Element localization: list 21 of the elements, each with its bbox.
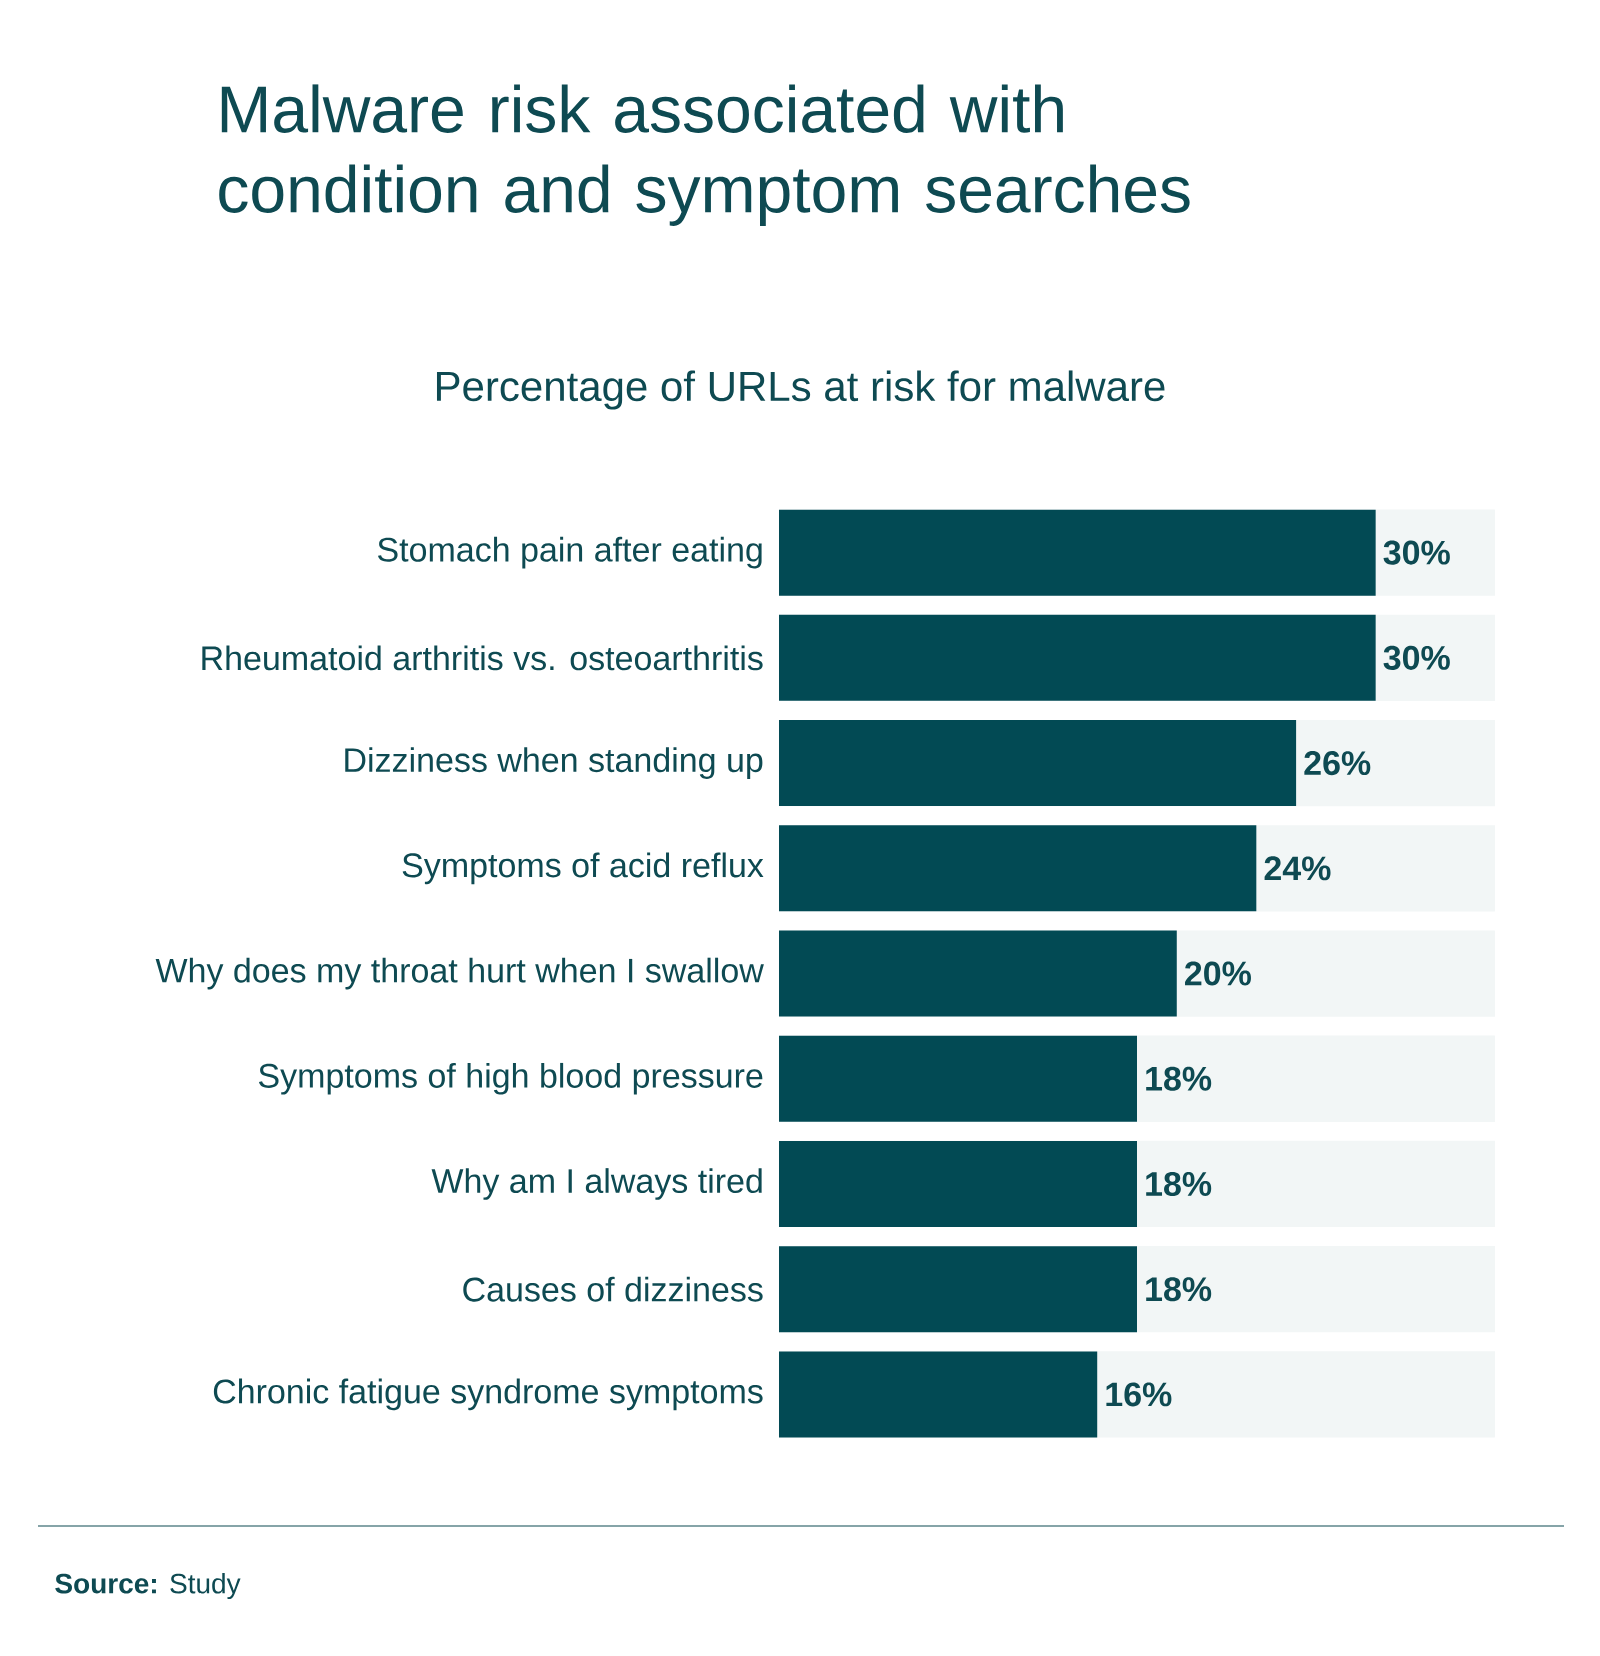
data-label: 24% (1264, 856, 1331, 881)
y-tick-label: Stomach pain after eating (378, 536, 762, 569)
text: Source: Study (55, 1572, 241, 1600)
y-tick-label: Symptoms of acid reflux (402, 852, 764, 885)
data-label: 18% (1146, 1066, 1212, 1091)
data-label: 18% (1146, 1171, 1212, 1197)
y-tick-label: Rheumatoid arthritis vs. osteoarthritis (202, 645, 763, 671)
y-tick-label: Chronic fatigue syndrome symptoms (213, 1378, 763, 1411)
chart-title: Malware risk associated with condition and symptom searches (219, 84, 1190, 226)
chart-subtitle: Percentage of URLs at risk for malware (436, 370, 1165, 410)
data-label: 20% (1185, 961, 1251, 986)
y-tick-label: Why does my throat hurt when I swallow (155, 957, 764, 990)
data-label: 26% (1304, 751, 1371, 776)
data-label: 18% (1146, 1277, 1212, 1302)
y-tick-label: Why am I always tired (431, 1168, 762, 1200)
y-tick-label: Symptoms of high blood pressure (258, 1062, 763, 1095)
data-label: 30% (1383, 540, 1450, 565)
data-label: 30% (1383, 645, 1450, 670)
data-label: 16% (1106, 1382, 1172, 1407)
y-tick-label: Dizziness when standing up (345, 747, 763, 779)
y-tick-label: Causes of dizziness (463, 1276, 763, 1302)
